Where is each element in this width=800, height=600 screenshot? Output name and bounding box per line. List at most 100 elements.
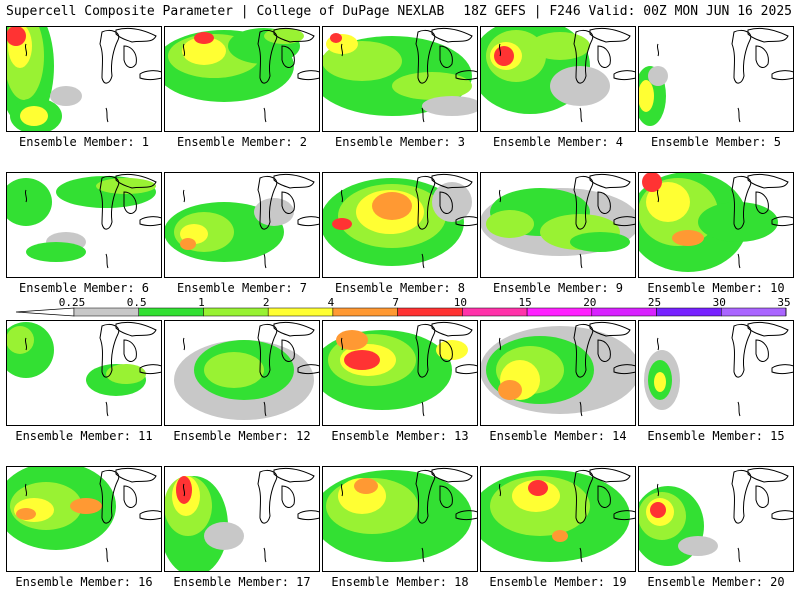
ensemble-member-label: Ensemble Member: 6: [18, 281, 150, 295]
ensemble-member-label: Ensemble Member: 5: [650, 135, 782, 149]
ensemble-member-map: [6, 172, 162, 278]
scale-tick-label: 1: [198, 296, 205, 309]
scale-swatch: [591, 307, 657, 317]
great-lakes-outline: [498, 173, 636, 269]
scale-tick-label: 0.5: [127, 296, 147, 309]
scp-contour-fill: [174, 340, 314, 420]
scale-tick-label: 7: [392, 296, 399, 309]
scale-swatch: [526, 307, 593, 317]
great-lakes-outline: [24, 27, 162, 123]
scale-min-arrow: [15, 307, 75, 317]
ensemble-member-label: Ensemble Member: 10: [647, 281, 785, 295]
ensemble-member-map: [6, 26, 162, 132]
page-title: Supercell Composite Parameter | College …: [6, 4, 445, 19]
ensemble-member-map: [480, 466, 636, 572]
ensemble-member-map: [638, 26, 794, 132]
ensemble-member-label: Ensemble Member: 3: [334, 135, 466, 149]
ensemble-member-label: Ensemble Member: 12: [173, 429, 311, 443]
ensemble-member-label: Ensemble Member: 11: [15, 429, 153, 443]
scp-contour-fill: [638, 486, 718, 566]
ensemble-member-map: [638, 172, 794, 278]
great-lakes-outline: [340, 173, 478, 269]
ensemble-member-map: [322, 320, 478, 426]
great-lakes-outline: [656, 467, 794, 563]
great-lakes-outline: [340, 27, 478, 123]
ensemble-member-map: [164, 320, 320, 426]
ensemble-member-label: Ensemble Member: 16: [15, 575, 153, 589]
great-lakes-outline: [656, 321, 794, 417]
ensemble-member-map: [164, 26, 320, 132]
scp-contour-fill: [164, 198, 294, 262]
ensemble-member-map: [164, 466, 320, 572]
great-lakes-outline: [498, 467, 636, 563]
scp-contour-fill: [6, 176, 156, 262]
great-lakes-outline: [656, 27, 794, 123]
ensemble-member-label: Ensemble Member: 19: [489, 575, 627, 589]
ensemble-member-label: Ensemble Member: 17: [173, 575, 311, 589]
scale-swatch: [397, 307, 463, 317]
scp-contour-fill: [638, 66, 668, 126]
great-lakes-outline: [498, 27, 636, 123]
great-lakes-outline: [182, 27, 320, 123]
ensemble-member-label: Ensemble Member: 2: [176, 135, 308, 149]
ensemble-member-map: [6, 466, 162, 572]
scale-swatch: [73, 307, 139, 317]
ensemble-member-map: [638, 466, 794, 572]
scp-contour-fill: [480, 326, 636, 414]
ensemble-member-map: [322, 26, 478, 132]
scp-contour-fill: [322, 178, 472, 266]
scale-swatch: [721, 307, 787, 317]
scp-contour-fill: [6, 466, 116, 550]
great-lakes-outline: [24, 321, 162, 417]
great-lakes-outline: [182, 321, 320, 417]
great-lakes-outline: [182, 467, 320, 563]
scale-tick-label: 15: [518, 296, 531, 309]
scp-contour-fill: [164, 476, 244, 572]
run-valid-time: 18Z GEFS | F246 Valid: 00Z MON JUN 16 20…: [463, 4, 792, 19]
ensemble-member-map: [6, 320, 162, 426]
ensemble-member-map: [638, 320, 794, 426]
scp-contour-fill: [6, 26, 82, 132]
scale-tick-label: 2: [263, 296, 270, 309]
ensemble-member-map: [480, 26, 636, 132]
scale-swatch: [332, 307, 398, 317]
scale-tick-label: 35: [777, 296, 790, 309]
scale-tick-label: 4: [328, 296, 335, 309]
ensemble-member-label: Ensemble Member: 1: [18, 135, 150, 149]
scale-tick-label: 25: [648, 296, 661, 309]
scale-swatch: [656, 307, 722, 317]
great-lakes-outline: [498, 321, 636, 417]
ensemble-member-label: Ensemble Member: 9: [492, 281, 624, 295]
great-lakes-outline: [182, 173, 320, 269]
scale-swatch: [138, 307, 204, 317]
great-lakes-outline: [340, 467, 478, 563]
scp-contour-fill: [480, 470, 630, 562]
scp-contour-fill: [6, 322, 146, 396]
ensemble-member-map: [480, 172, 636, 278]
ensemble-member-label: Ensemble Member: 15: [647, 429, 785, 443]
ensemble-member-label: Ensemble Member: 4: [492, 135, 624, 149]
scale-tick-label: 30: [713, 296, 726, 309]
great-lakes-outline: [656, 173, 794, 269]
ensemble-member-label: Ensemble Member: 8: [334, 281, 466, 295]
ensemble-member-map: [164, 172, 320, 278]
ensemble-member-label: Ensemble Member: 20: [647, 575, 785, 589]
great-lakes-outline: [24, 173, 162, 269]
scale-tick-label: 10: [454, 296, 467, 309]
scale-tick-label: 0.25: [59, 296, 86, 309]
scp-contour-fill: [322, 330, 468, 410]
ensemble-member-map: [480, 320, 636, 426]
ensemble-member-label: Ensemble Member: 7: [176, 281, 308, 295]
ensemble-member-map: [322, 466, 478, 572]
scale-swatch: [267, 307, 334, 317]
scale-tick-label: 20: [583, 296, 596, 309]
ensemble-member-label: Ensemble Member: 13: [331, 429, 469, 443]
scp-contour-fill: [480, 26, 610, 114]
color-scale-legend: 0.25 0.5 1 2 4 7 10 15 20 25 30 35: [15, 296, 791, 317]
scp-contour-fill: [480, 188, 636, 256]
scp-contour-fill: [322, 470, 472, 562]
scale-swatch: [203, 307, 269, 317]
ensemble-member-label: Ensemble Member: 14: [489, 429, 627, 443]
scale-swatch: [462, 307, 528, 317]
